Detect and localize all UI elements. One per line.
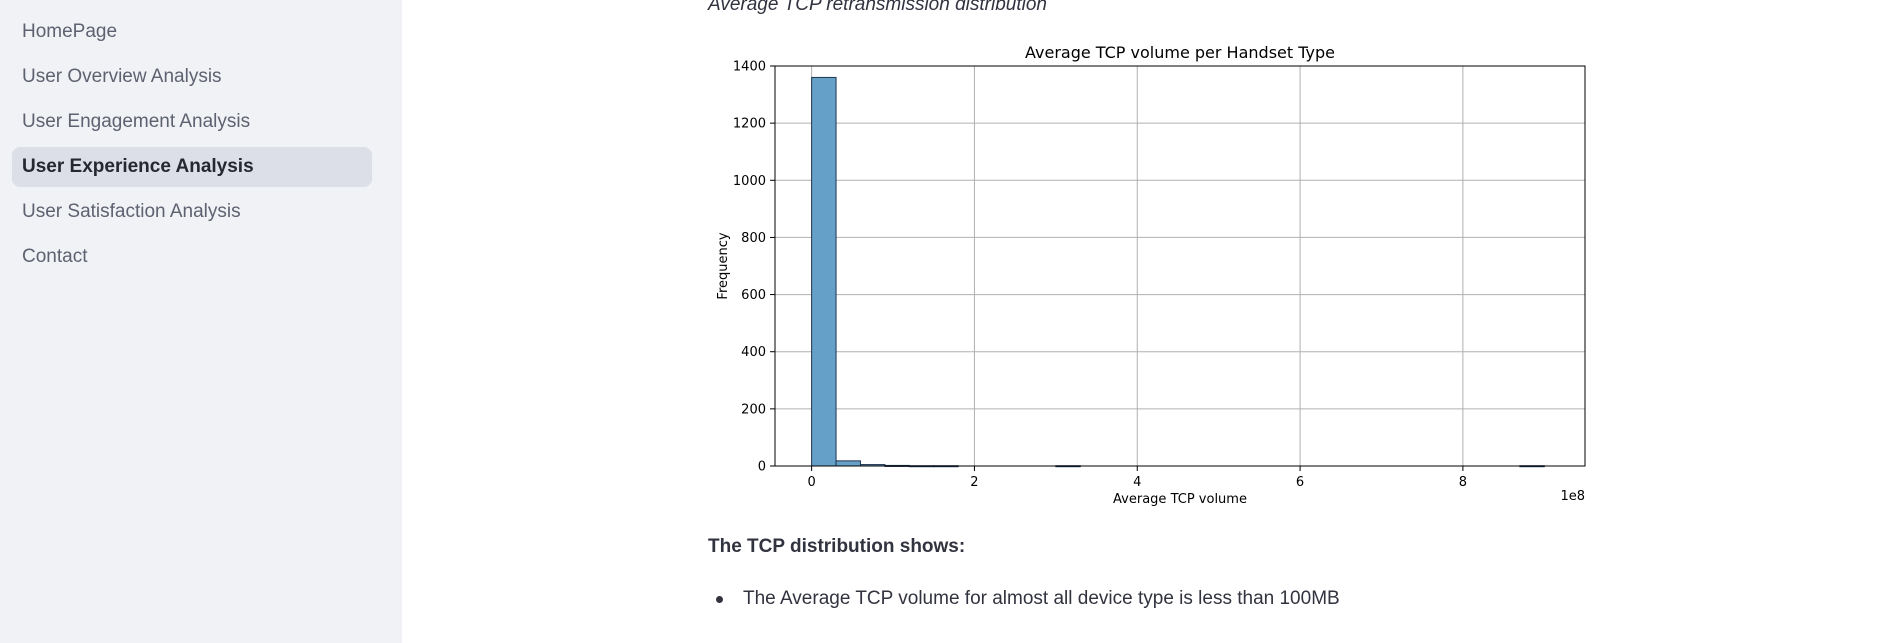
chart-title: Average TCP volume per Handset Type bbox=[1025, 43, 1335, 62]
list-item-text: The Average TCP volume for almost all de… bbox=[743, 588, 1340, 609]
sidebar-item-homepage[interactable]: HomePage bbox=[22, 21, 118, 42]
plot-frame bbox=[774, 65, 1586, 467]
histogram-svg: 0 2 4 6 8 0 200 400 600 800 1000 1200 1400 Average T… bbox=[716, 43, 1586, 507]
histogram-bar bbox=[835, 460, 861, 467]
histogram-bar bbox=[811, 76, 837, 467]
tick-layer: 0 2 4 6 8 0 200 400 600 800 1000 1200 1400 bbox=[733, 60, 1467, 491]
x-tick-label: 8 bbox=[1459, 475, 1467, 490]
y-tick-label: 1400 bbox=[733, 60, 766, 75]
bullet-icon bbox=[716, 595, 723, 603]
y-axis-label: Frequency bbox=[716, 232, 731, 299]
y-tick-label: 1200 bbox=[733, 117, 766, 132]
x-axis-label: Average TCP volume bbox=[1113, 492, 1247, 507]
sidebar-item-user-satisfaction-analysis[interactable]: User Satisfaction Analysis bbox=[22, 201, 241, 222]
list-item: The Average TCP volume for almost all de… bbox=[708, 588, 1340, 610]
y-tick-label: 0 bbox=[758, 460, 766, 475]
sidebar-nav: HomePage User Overview Analysis User Eng… bbox=[0, 0, 402, 277]
x-tick-label: 0 bbox=[807, 475, 815, 490]
y-tick-label: 1000 bbox=[733, 174, 766, 189]
sidebar: HomePage User Overview Analysis User Eng… bbox=[0, 0, 402, 643]
x-tick-label: 4 bbox=[1133, 475, 1141, 490]
x-tick-label: 6 bbox=[1296, 475, 1304, 490]
sidebar-item-user-overview-analysis[interactable]: User Overview Analysis bbox=[22, 66, 222, 87]
sidebar-item-contact[interactable]: Contact bbox=[22, 246, 88, 267]
x-tick-label: 2 bbox=[970, 475, 978, 490]
histogram-chart: 0 2 4 6 8 0 200 400 600 800 1000 1200 1400 Average T… bbox=[707, 40, 1607, 510]
y-tick-label: 800 bbox=[741, 231, 766, 246]
summary-list: The Average TCP volume for almost all de… bbox=[708, 588, 1340, 610]
y-tick-label: 600 bbox=[741, 288, 766, 303]
grid-layer bbox=[775, 65, 1585, 467]
bar-layer bbox=[811, 76, 1545, 468]
summary-heading: The TCP distribution shows: bbox=[708, 536, 966, 557]
sidebar-item-user-engagement-analysis[interactable]: User Engagement Analysis bbox=[22, 111, 251, 132]
y-tick-label: 200 bbox=[741, 402, 766, 417]
main-content: Average TCP retransmission distribution … bbox=[402, 0, 1886, 643]
sidebar-item-user-experience-analysis[interactable]: User Experience Analysis bbox=[12, 147, 372, 187]
section-caption: Average TCP retransmission distribution bbox=[708, 0, 1047, 15]
x-axis-offset-label: 1e8 bbox=[1560, 489, 1585, 504]
y-tick-label: 400 bbox=[741, 345, 766, 360]
